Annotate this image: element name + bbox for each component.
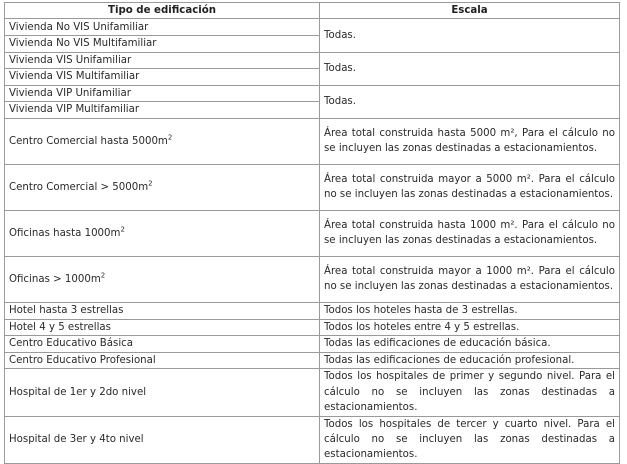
table-row: Vivienda VIS Unifamiliar Todas. xyxy=(4,51,620,86)
scale-cell: Área total construida mayor a 1000 m². P… xyxy=(319,255,620,303)
table-row: Hospital de 3er y 4to nivel Todos los hos… xyxy=(4,415,620,464)
building-type-label: Oficinas hasta 1000m xyxy=(9,227,121,239)
building-type-cell: Vivienda VIS Multifamiliar xyxy=(4,68,320,86)
building-type-label: Hospital de 1er y 2do nivel xyxy=(9,386,147,398)
building-type-cell: Hospital de 1er y 2do nivel xyxy=(4,368,320,417)
scale-cell: Todos los hoteles hasta de 3 estrellas. xyxy=(319,301,620,320)
header-escala: Escala xyxy=(319,1,620,20)
building-type-label: Oficinas > 1000m xyxy=(9,273,101,285)
superscript: 2 xyxy=(120,225,125,234)
header-row: Tipo de edificación Escala xyxy=(4,1,620,20)
table-row: Centro Educativo Básica Todas las edifica… xyxy=(4,335,620,353)
superscript: 2 xyxy=(148,179,153,188)
building-type-cell: Vivienda No VIS Multifamiliar xyxy=(4,35,320,53)
building-type-label: Hospital de 3er y 4to nivel xyxy=(9,433,144,445)
table-row: Hospital de 1er y 2do nivel Todos los hos… xyxy=(4,368,620,417)
building-type-cell: Oficinas > 1000m2 xyxy=(4,255,320,303)
building-type-label: Hotel 4 y 5 estrellas xyxy=(9,321,111,333)
building-type-label: Centro Comercial > 5000m xyxy=(9,181,149,193)
table-row: Centro Educativo Profesional Todas las ed… xyxy=(4,351,620,370)
scale-cell: Todas las edificaciones de educación pro… xyxy=(319,351,620,370)
building-type-cell: Centro Educativo Básica xyxy=(4,335,320,353)
table-row: Vivienda No VIS Unifamiliar Todas. xyxy=(4,18,620,53)
scale-cell: Área total construida mayor a 5000 m². P… xyxy=(319,163,620,211)
table-row: Oficinas hasta 1000m2 Área total construi… xyxy=(4,209,620,257)
superscript: 2 xyxy=(167,133,173,142)
scale-cell: Todas. xyxy=(319,18,620,53)
building-type-cell: Hotel 4 y 5 estrellas xyxy=(4,318,320,337)
building-type-cell: Vivienda VIP Multifamiliar xyxy=(4,101,320,119)
building-type-cell: Centro Comercial hasta 5000m2 xyxy=(4,117,320,165)
building-type-cell: Vivienda VIS Unifamiliar xyxy=(4,51,320,70)
header-tipo: Tipo de edificación xyxy=(4,1,320,20)
building-type-cell: Vivienda No VIS Unifamiliar xyxy=(4,18,320,36)
building-type-label: Hotel hasta 3 estrellas xyxy=(9,305,124,317)
building-type-cell: Oficinas hasta 1000m2 xyxy=(4,209,320,257)
table-row: Centro Comercial > 5000m2 Área total cons… xyxy=(4,163,620,211)
table-row: Oficinas > 1000m2 Área total construida m… xyxy=(4,255,620,303)
superscript: 2 xyxy=(100,271,106,280)
scale-cell: Área total construida hasta 5000 m², Par… xyxy=(319,117,620,165)
building-type-cell: Centro Educativo Profesional xyxy=(4,351,320,370)
scale-cell: Todas. xyxy=(319,84,620,119)
scale-cell: Todas las edificaciones de educación bás… xyxy=(319,335,620,353)
building-type-cell: Centro Comercial > 5000m2 xyxy=(4,163,320,211)
scale-cell: Área total construida hasta 1000 m². Par… xyxy=(319,209,620,257)
building-type-label: Centro Educativo Básica xyxy=(9,338,134,350)
scale-cell: Todos los hospitales de primer y segundo… xyxy=(319,368,620,417)
building-type-cell: Vivienda VIP Unifamiliar xyxy=(4,84,320,103)
building-scale-table: Tipo de edificación Escala Vivienda No V… xyxy=(4,1,620,464)
building-type-label: Centro Comercial hasta 5000m xyxy=(9,135,168,147)
table-row: Hotel hasta 3 estrellas Todos los hoteles… xyxy=(4,301,620,320)
table-row: Hotel 4 y 5 estrellas Todos los hoteles e… xyxy=(4,318,620,337)
building-type-cell: Hotel hasta 3 estrellas xyxy=(4,301,320,320)
table-row: Vivienda VIP Unifamiliar Todas. xyxy=(4,84,620,119)
scale-cell: Todos los hospitales de tercer y cuarto … xyxy=(319,415,620,464)
table-row: Centro Comercial hasta 5000m2 Área total … xyxy=(4,117,620,165)
building-type-cell: Hospital de 3er y 4to nivel xyxy=(4,415,320,464)
scale-cell: Todas. xyxy=(319,51,620,86)
table-body: Vivienda No VIS Unifamiliar Todas. Viviend… xyxy=(4,18,620,464)
building-type-label: Centro Educativo Profesional xyxy=(9,354,156,366)
scale-cell: Todos los hoteles entre 4 y 5 estrellas. xyxy=(319,318,620,337)
